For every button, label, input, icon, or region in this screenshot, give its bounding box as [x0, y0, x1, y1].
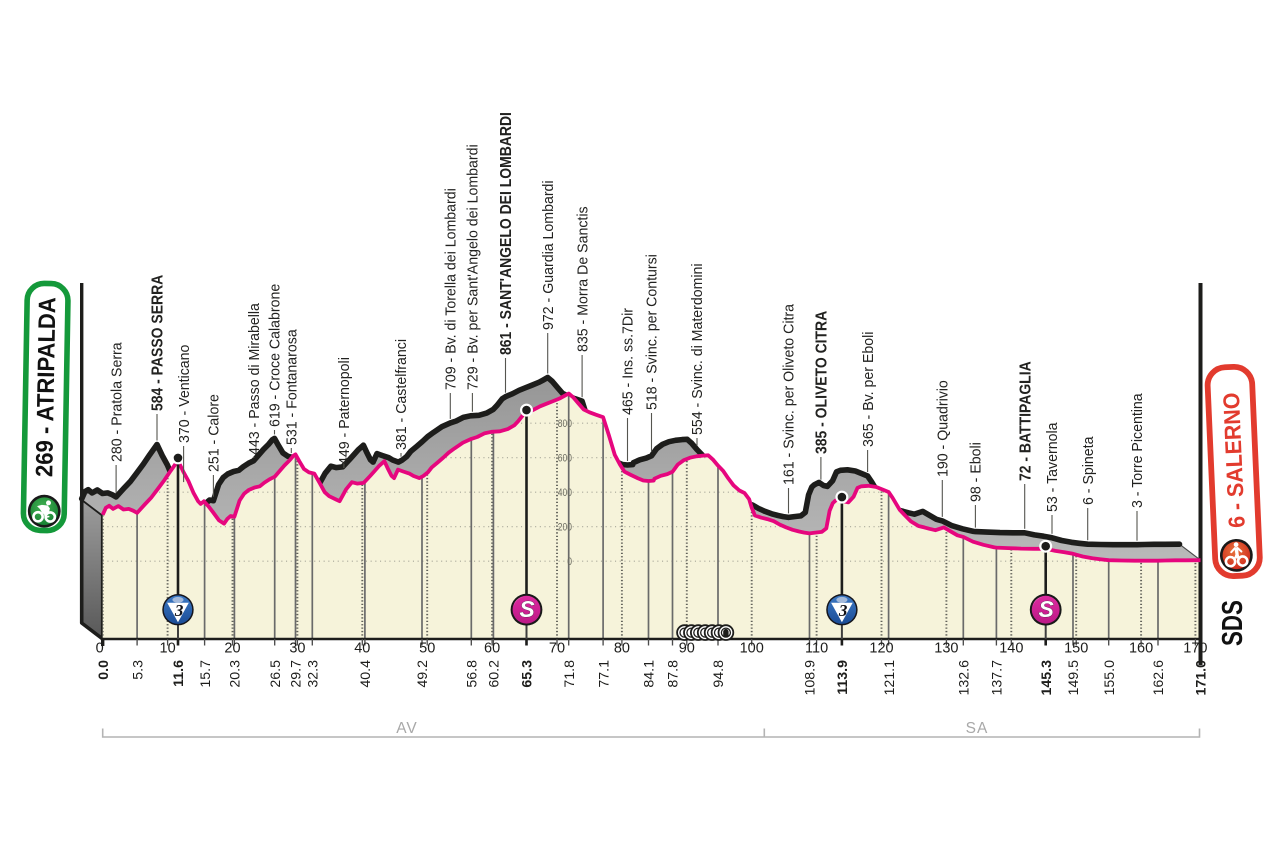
svg-text:53 - Tavernola: 53 - Tavernola [1045, 422, 1061, 512]
svg-text:11.6: 11.6 [171, 660, 187, 687]
svg-text:0: 0 [567, 556, 572, 568]
svg-text:77.1: 77.1 [596, 660, 612, 688]
svg-text:AV: AV [396, 720, 418, 737]
svg-text:149.5: 149.5 [1066, 660, 1082, 696]
svg-text:137.7: 137.7 [990, 660, 1006, 696]
svg-text:130: 130 [934, 641, 958, 657]
svg-text:531 - Fontanarosa: 531 - Fontanarosa [284, 328, 300, 445]
svg-text:709 - Bv. di Torella dei Lomba: 709 - Bv. di Torella dei Lombardi [443, 188, 459, 390]
svg-text:40: 40 [354, 641, 370, 657]
svg-text:3: 3 [838, 601, 848, 620]
svg-text:729 - Bv. per Sant'Angelo dei: 729 - Bv. per Sant'Angelo dei Lombardi [465, 144, 481, 390]
svg-text:190 - Quadrivio: 190 - Quadrivio [935, 380, 951, 477]
svg-text:280 - Pratola Serra: 280 - Pratola Serra [109, 341, 125, 462]
svg-text:10: 10 [160, 641, 176, 657]
svg-text:145.3: 145.3 [1039, 660, 1055, 696]
svg-text:161 - Svinc. per Oliveto Citra: 161 - Svinc. per Oliveto Citra [781, 303, 797, 485]
svg-text:80: 80 [614, 641, 630, 657]
svg-text:S: S [519, 596, 535, 622]
svg-text:121.1: 121.1 [882, 660, 898, 696]
svg-text:32.3: 32.3 [306, 660, 322, 688]
svg-text:20: 20 [224, 641, 240, 657]
svg-text:160: 160 [1129, 641, 1153, 657]
svg-text:108.9: 108.9 [803, 660, 819, 696]
svg-text:400: 400 [558, 487, 572, 499]
svg-text:3 - Torre Picentina: 3 - Torre Picentina [1130, 392, 1146, 508]
svg-text:6 - Spineta: 6 - Spineta [1081, 436, 1097, 505]
svg-text:600: 600 [558, 453, 572, 465]
svg-text:49.2: 49.2 [415, 660, 431, 688]
svg-text:3: 3 [174, 601, 184, 620]
svg-text:SDS: SDS [1217, 600, 1248, 646]
svg-text:269 - ATRIPALDA: 269 - ATRIPALDA [30, 297, 60, 478]
svg-text:972 - Guardia Lombardi: 972 - Guardia Lombardi [541, 180, 557, 330]
svg-text:15.7: 15.7 [198, 660, 214, 688]
svg-text:100: 100 [740, 641, 764, 657]
svg-text:56.8: 56.8 [465, 660, 481, 688]
svg-text:5.3: 5.3 [130, 660, 146, 680]
svg-text:0.0: 0.0 [96, 660, 112, 680]
svg-text:162.6: 162.6 [1151, 660, 1167, 696]
svg-text:S: S [1039, 596, 1055, 622]
svg-text:365 - Bv. per Eboli: 365 - Bv. per Eboli [861, 332, 877, 447]
svg-text:20.3: 20.3 [228, 660, 244, 688]
svg-text:94.8: 94.8 [711, 660, 727, 688]
svg-text:370 - Venticano: 370 - Venticano [176, 345, 192, 443]
svg-text:29.7: 29.7 [289, 660, 305, 688]
svg-text:155.0: 155.0 [1102, 660, 1118, 696]
svg-text:465 - Ins. ss.7Dir: 465 - Ins. ss.7Dir [620, 308, 636, 415]
svg-text:170: 170 [1183, 641, 1207, 657]
svg-text:150: 150 [1064, 641, 1088, 657]
svg-text:110: 110 [805, 641, 828, 657]
svg-text:132.6: 132.6 [957, 660, 973, 696]
svg-text:26.5: 26.5 [268, 660, 284, 688]
svg-text:30: 30 [289, 641, 305, 657]
svg-text:120: 120 [869, 641, 893, 657]
svg-text:72 - BATTIPAGLIA: 72 - BATTIPAGLIA [1018, 361, 1035, 481]
svg-text:SA: SA [966, 720, 989, 737]
svg-text:171.0: 171.0 [1194, 660, 1210, 696]
svg-text:71.8: 71.8 [562, 660, 578, 688]
svg-text:554 - Svinc. di Materdomini: 554 - Svinc. di Materdomini [690, 263, 706, 435]
svg-text:381 - Castelfranci: 381 - Castelfranci [394, 339, 410, 450]
svg-text:518 - Svinc. per Contursi: 518 - Svinc. per Contursi [644, 254, 660, 410]
svg-text:861 - SANT'ANGELO DEI LOMBARDI: 861 - SANT'ANGELO DEI LOMBARDI [498, 112, 515, 355]
svg-text:70: 70 [549, 641, 565, 657]
svg-text:140: 140 [999, 641, 1023, 657]
svg-text:50: 50 [419, 641, 435, 657]
svg-text:90: 90 [679, 641, 695, 657]
svg-text:65.3: 65.3 [520, 660, 536, 688]
svg-text:40.4: 40.4 [358, 660, 374, 688]
svg-text:60.2: 60.2 [487, 660, 503, 688]
svg-text:84.1: 84.1 [642, 660, 658, 688]
svg-text:619 - Croce Calabrone: 619 - Croce Calabrone [267, 284, 283, 427]
svg-text:251 - Calore: 251 - Calore [206, 394, 222, 472]
svg-text:584 - PASSO SERRA: 584 - PASSO SERRA [150, 274, 167, 411]
svg-text:87.8: 87.8 [666, 660, 682, 688]
svg-text:800: 800 [558, 418, 572, 430]
svg-text:385 - OLIVETO CITRA: 385 - OLIVETO CITRA [814, 311, 831, 454]
svg-text:98 - Eboli: 98 - Eboli [968, 442, 984, 502]
svg-text:200: 200 [558, 522, 572, 534]
svg-text:6 - SALERNO: 6 - SALERNO [1218, 392, 1250, 528]
svg-text:113.9: 113.9 [835, 660, 851, 695]
svg-text:60: 60 [484, 641, 500, 657]
svg-text:449 - Paternopoli: 449 - Paternopoli [337, 357, 353, 465]
svg-text:0: 0 [96, 641, 104, 657]
svg-text:835 - Morra De Sanctis: 835 - Morra De Sanctis [575, 206, 591, 352]
svg-text:443 - Passo di Mirabella: 443 - Passo di Mirabella [247, 302, 263, 455]
